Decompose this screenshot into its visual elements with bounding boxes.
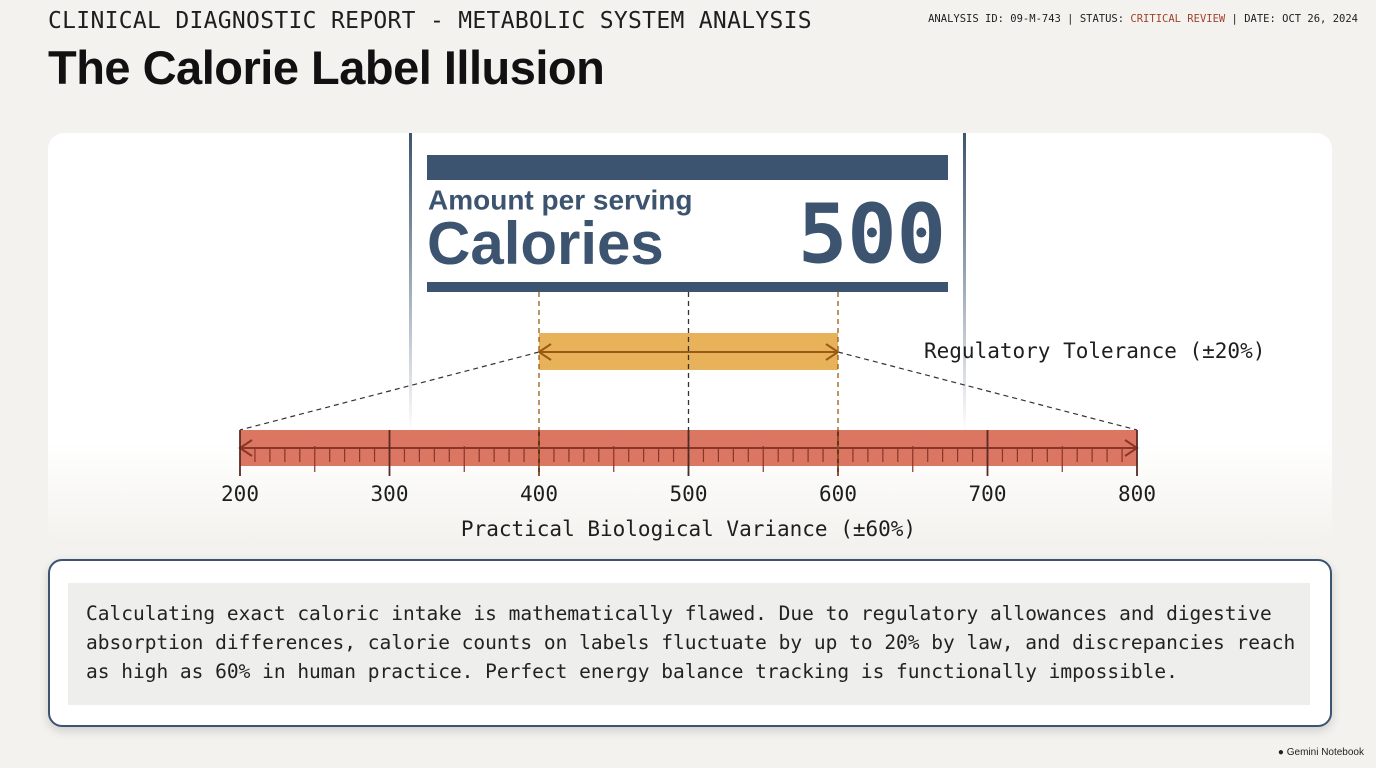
tolerance-label: Regulatory Tolerance (±20%) bbox=[924, 339, 1265, 363]
connector bbox=[837, 351, 1138, 431]
tick-label: 200 bbox=[221, 482, 259, 506]
summary-card: Calculating exact caloric intake is math… bbox=[48, 559, 1332, 727]
label-value: 500 bbox=[798, 187, 946, 282]
tick-label: 400 bbox=[520, 482, 558, 506]
arrow-head bbox=[537, 343, 552, 361]
tick-label: 300 bbox=[371, 482, 409, 506]
label-name: Calories bbox=[427, 210, 664, 277]
summary-line: Calculating exact caloric intake is math… bbox=[86, 602, 1272, 625]
brand: ● Gemini Notebook bbox=[1277, 747, 1364, 758]
summary-line: absorption differences, calorie counts o… bbox=[86, 631, 1296, 654]
brand-name: Gemini Notebook bbox=[1286, 747, 1364, 758]
panel-edge bbox=[963, 133, 966, 433]
meta-id: ANALYSIS ID: 09-M-743 | STATUS: bbox=[928, 13, 1131, 25]
tick-label: 800 bbox=[1118, 482, 1156, 506]
label-rule bbox=[427, 155, 948, 180]
figure: Amount per serving Calories 500 200 300 40… bbox=[48, 133, 1332, 543]
report-meta: ANALYSIS ID: 09-M-743 | STATUS: CRITICAL… bbox=[928, 13, 1358, 25]
title: The Calorie Label Illusion bbox=[48, 41, 605, 94]
summary-line: as high as 60% in human practice. Perfec… bbox=[86, 660, 1178, 683]
variance-label: Practical Biological Variance (±60%) bbox=[461, 517, 916, 541]
meta-status: CRITICAL REVIEW bbox=[1130, 13, 1226, 25]
tick-label: 700 bbox=[969, 482, 1007, 506]
arrow-head bbox=[825, 343, 840, 361]
report-category: CLINICAL DIAGNOSTIC REPORT - METABOLIC S… bbox=[48, 8, 812, 34]
connector bbox=[239, 351, 540, 431]
scale: 200 300 400 500 600 700 800 Regulatory Toleranc… bbox=[221, 292, 1265, 541]
tick-label: 500 bbox=[670, 482, 708, 506]
meta-date: | DATE: OCT 26, 2024 bbox=[1225, 13, 1358, 25]
panel-edge bbox=[409, 133, 412, 433]
summary-text: Calculating exact caloric intake is math… bbox=[68, 583, 1310, 705]
label-heading: Amount per serving bbox=[428, 184, 692, 215]
tick-label: 600 bbox=[819, 482, 857, 506]
label-rule bbox=[427, 282, 948, 292]
